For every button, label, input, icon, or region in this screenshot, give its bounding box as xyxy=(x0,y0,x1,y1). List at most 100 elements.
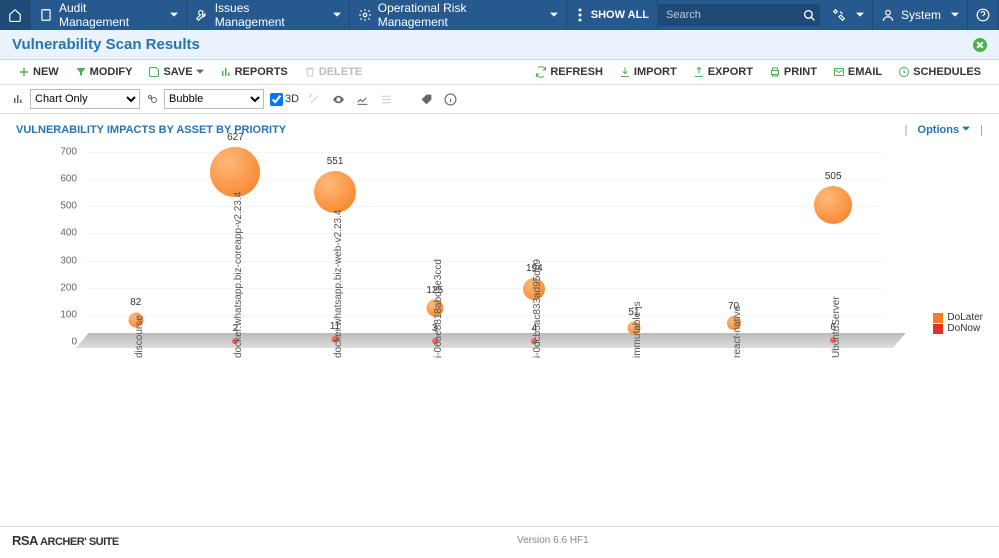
search-button[interactable] xyxy=(798,4,820,26)
nav-operational-risk[interactable]: Operational Risk Management xyxy=(350,0,567,30)
refresh-button[interactable]: REFRESH xyxy=(529,64,609,80)
wrench-icon xyxy=(195,8,209,22)
y-tick: 500 xyxy=(60,201,77,212)
nav-label: Audit Management xyxy=(59,1,160,29)
export-button[interactable]: EXPORT xyxy=(687,64,759,80)
trash-icon xyxy=(304,66,316,78)
chart-options-menu[interactable]: Options xyxy=(918,124,971,136)
chart-legend: DoLaterDoNow xyxy=(933,312,983,334)
nav-audit-management[interactable]: Audit Management xyxy=(31,0,187,30)
bubble-value-label: 505 xyxy=(825,171,842,182)
plus-icon xyxy=(18,66,30,78)
show-all-button[interactable]: SHOW ALL xyxy=(567,0,658,30)
y-tick: 700 xyxy=(60,147,77,158)
clipboard-icon xyxy=(39,8,53,22)
y-tick: 200 xyxy=(60,282,77,293)
bubble-point[interactable] xyxy=(314,171,356,213)
3d-checkbox-label[interactable]: 3D xyxy=(270,93,299,106)
schedules-button[interactable]: SCHEDULES xyxy=(892,64,987,80)
print-button[interactable]: PRINT xyxy=(763,64,823,80)
display-mode-select[interactable]: Chart Only xyxy=(30,89,140,109)
home-icon xyxy=(8,8,22,22)
tools-icon xyxy=(832,8,846,22)
legend-item: DoLater xyxy=(933,312,983,323)
settings-button[interactable] xyxy=(377,90,395,108)
brand-logo: RSA ARCHER' SUITE xyxy=(12,533,119,548)
x-category-label: docker.whatsapp.biz-coreapp-v2.23.4 xyxy=(233,192,244,358)
chart-mode-icon xyxy=(12,93,24,105)
trend-button[interactable] xyxy=(353,90,371,108)
legend-swatch xyxy=(933,324,943,334)
3d-checkbox[interactable] xyxy=(270,93,283,106)
y-tick: 300 xyxy=(60,255,77,266)
eye-icon xyxy=(332,93,345,106)
x-category-label: discourse xyxy=(134,315,145,358)
chevron-down-icon xyxy=(170,11,178,19)
action-toolbar: NEW MODIFY SAVE REPORTS DELETE REFRESH I… xyxy=(0,60,999,85)
search-icon xyxy=(803,9,816,22)
eye-button[interactable] xyxy=(329,90,347,108)
tools-button[interactable] xyxy=(824,0,873,30)
email-button[interactable]: EMAIL xyxy=(827,64,888,80)
chart-icon xyxy=(220,66,232,78)
tag-icon xyxy=(420,93,433,106)
import-icon xyxy=(619,66,631,78)
tag-button[interactable] xyxy=(417,90,435,108)
legend-label: DoLater xyxy=(947,312,983,323)
help-button[interactable] xyxy=(968,0,999,30)
chevron-down-icon xyxy=(856,11,864,19)
chevron-down-icon xyxy=(196,68,204,76)
reports-button[interactable]: REPORTS xyxy=(214,64,294,80)
x-category-label: i-0dcb5ac833ad95d09 xyxy=(532,259,543,358)
bubble-point[interactable] xyxy=(210,147,260,197)
chart-type-icon xyxy=(146,93,158,105)
nav-label: Issues Management xyxy=(215,1,323,29)
trend-icon xyxy=(356,93,369,106)
email-icon xyxy=(833,66,845,78)
version-label: Version 6.6 HF1 xyxy=(517,535,589,546)
chart-type-select[interactable]: Bubble xyxy=(164,89,264,109)
bubble-point[interactable] xyxy=(814,186,852,224)
modify-button[interactable]: MODIFY xyxy=(69,64,139,80)
delete-button: DELETE xyxy=(298,64,368,80)
save-button[interactable]: SAVE xyxy=(142,64,209,80)
home-button[interactable] xyxy=(0,0,31,30)
user-menu[interactable]: System xyxy=(873,0,968,30)
legend-swatch xyxy=(933,313,943,323)
y-tick: 600 xyxy=(60,174,77,185)
x-category-label: i-06ae8818abd5e3ccd xyxy=(433,259,444,358)
refresh-icon xyxy=(535,66,547,78)
chart-area: 0100200300400500600700 82627551125194517… xyxy=(6,142,993,522)
close-button[interactable] xyxy=(973,38,987,52)
search-input[interactable] xyxy=(658,4,798,26)
user-icon xyxy=(881,8,895,22)
x-category-label: docker.whatsapp.biz-web-v2.23.4 xyxy=(333,210,344,358)
help-icon xyxy=(976,8,990,22)
show-all-label: SHOW ALL xyxy=(591,9,649,21)
wand-button[interactable] xyxy=(305,90,323,108)
clock-icon xyxy=(898,66,910,78)
nav-label: Operational Risk Management xyxy=(378,1,540,29)
legend-label: DoNow xyxy=(947,323,980,334)
x-category-label: react-native xyxy=(732,306,743,358)
filter-icon xyxy=(75,66,87,78)
chevron-down-icon xyxy=(951,11,959,19)
new-button[interactable]: NEW xyxy=(12,64,65,80)
chart-title: VULNERABILITY IMPACTS BY ASSET BY PRIORI… xyxy=(16,124,286,136)
dots-icon xyxy=(575,8,585,22)
export-icon xyxy=(693,66,705,78)
bubble-value-label: 82 xyxy=(130,297,141,308)
user-label: System xyxy=(901,8,941,22)
wand-icon xyxy=(308,93,321,106)
page-title: Vulnerability Scan Results xyxy=(12,36,200,53)
page-header: Vulnerability Scan Results xyxy=(0,30,999,60)
info-button[interactable] xyxy=(441,90,459,108)
info-icon xyxy=(444,93,457,106)
footer: RSA ARCHER' SUITE Version 6.6 HF1 xyxy=(0,526,999,554)
sliders-icon xyxy=(380,93,393,106)
nav-issues-management[interactable]: Issues Management xyxy=(187,0,350,30)
import-button[interactable]: IMPORT xyxy=(613,64,683,80)
top-navbar: Audit Management Issues Management Opera… xyxy=(0,0,999,30)
chevron-down-icon xyxy=(333,11,341,19)
y-tick: 100 xyxy=(60,309,77,320)
